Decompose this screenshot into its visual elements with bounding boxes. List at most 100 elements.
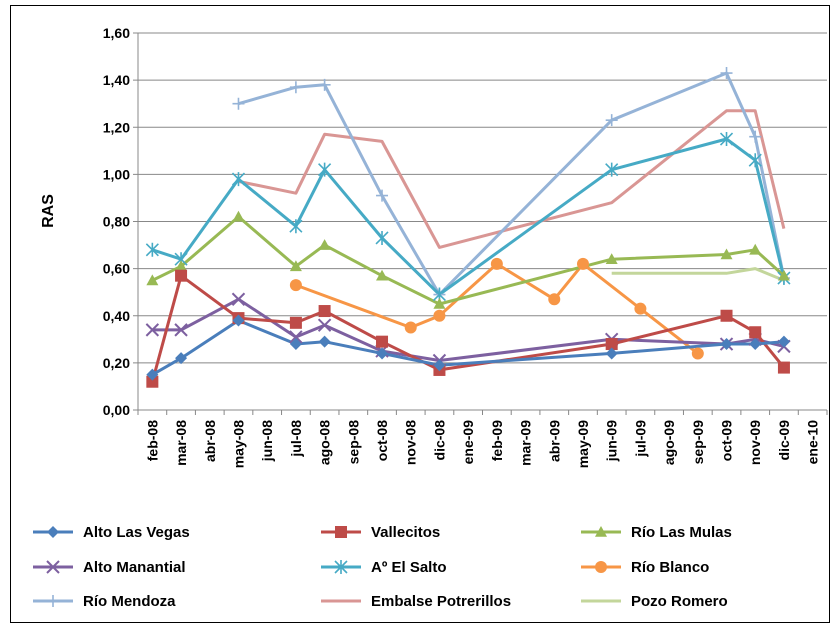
series-marker (231, 292, 246, 306)
series-marker (146, 368, 159, 381)
legend-entry: Alto Las Vegas (33, 524, 190, 541)
series-marker (749, 130, 762, 143)
series-marker (605, 253, 618, 264)
legend-label: Pozo Romero (631, 593, 728, 610)
x-tick-label: nov-08 (403, 420, 419, 465)
chart-frame: 0,00 0,20 0,40 0,60 0,80 1,00 1,20 1,40 1,60 feb-… (10, 5, 830, 623)
x-tick-label: feb-09 (489, 420, 505, 461)
x-tick-label: sep-09 (690, 420, 706, 465)
series-marker (289, 338, 302, 351)
legend-entry: Aº El Salto (321, 559, 447, 576)
x-tick-label: may-09 (575, 420, 591, 468)
series-marker (748, 153, 762, 168)
series-marker (318, 335, 331, 348)
y-tick-label: 0,60 (103, 261, 130, 277)
series-marker (605, 338, 618, 351)
series-markers (145, 67, 791, 388)
legend-label: Alto Manantial (83, 559, 186, 576)
series-marker (334, 560, 348, 574)
series-marker (289, 330, 303, 344)
x-tick-label: abr-08 (202, 420, 218, 462)
series-line (152, 297, 785, 362)
series-marker (576, 257, 589, 270)
x-tick-label: mar-09 (518, 420, 534, 466)
series-marker (719, 132, 734, 147)
x-tick-label: sep-08 (345, 420, 361, 465)
x-tick-label: oct-08 (374, 420, 390, 461)
series-marker (232, 210, 245, 222)
gridlines (138, 32, 827, 364)
x-tick-label: jul-08 (288, 420, 304, 458)
series-marker (720, 67, 733, 80)
legend-entry: Pozo Romero (581, 593, 728, 610)
series-marker (47, 526, 59, 538)
series-marker (548, 293, 561, 306)
series-marker (376, 189, 389, 202)
series-marker (335, 526, 347, 538)
series-lines (150, 71, 786, 383)
series-line (151, 137, 786, 296)
series-marker (46, 560, 60, 574)
series-marker (605, 114, 618, 127)
x-tick-label: ene-09 (460, 420, 476, 465)
legend-label: Embalse Potrerillos (371, 593, 511, 610)
series-marker (691, 347, 704, 360)
series-marker (404, 321, 417, 334)
y-tick-label: 0,00 (103, 402, 130, 418)
y-tick-label: 1,40 (103, 72, 130, 88)
series-marker (433, 359, 446, 372)
x-tick-label: jun-09 (604, 420, 620, 462)
x-tick-label: ago-08 (317, 420, 333, 465)
series-marker (231, 172, 246, 187)
series-marker (232, 97, 245, 110)
series-marker (289, 219, 303, 234)
series-marker (375, 230, 389, 245)
x-tick-label: ene-10 (805, 420, 821, 465)
legend-entry: Vallecitos (321, 524, 440, 541)
legend-label: Alto Las Vegas (83, 524, 190, 541)
series-marker (595, 561, 607, 573)
legend-entry: Alto Manantial (33, 559, 186, 576)
series-line (238, 71, 786, 296)
legend-entry: Embalse Potrerillos (321, 593, 511, 610)
series-marker (376, 269, 389, 281)
legend-label: Aº El Salto (371, 559, 447, 576)
legend-entry: Río Mendoza (33, 593, 176, 610)
x-tick-label: feb-08 (144, 420, 160, 461)
series-marker (318, 239, 331, 250)
legend-label: Río Mendoza (83, 593, 176, 610)
series-marker (490, 257, 503, 270)
series-marker (175, 260, 188, 272)
series-marker (749, 243, 762, 255)
series-marker (232, 314, 245, 327)
legend-label: Río Blanco (631, 559, 709, 576)
x-tick-label: mar-08 (173, 420, 189, 466)
series-marker (634, 302, 647, 315)
series-marker (146, 375, 159, 388)
series-marker (376, 347, 389, 360)
series-marker (777, 361, 790, 374)
series-marker (317, 318, 332, 332)
series-marker (433, 309, 446, 322)
x-tick-label: dic-08 (431, 420, 447, 461)
series-marker (146, 274, 159, 286)
legend-label: Río Las Mulas (631, 524, 732, 541)
series-marker (175, 352, 188, 365)
series-marker (376, 335, 389, 348)
series-marker (720, 248, 733, 260)
x-tick-label: may-08 (230, 420, 246, 468)
series-marker (289, 260, 302, 272)
x-tick-label: ago-09 (661, 420, 677, 465)
series-line (611, 267, 785, 282)
series-marker (318, 78, 331, 91)
series-marker (749, 338, 762, 351)
series-marker (777, 269, 790, 281)
y-axis-title: RAS (40, 194, 57, 228)
legend-entry: Río Blanco (581, 559, 709, 576)
series-marker (605, 347, 618, 360)
y-tick-label: 1,60 (103, 25, 130, 41)
line-chart: 0,00 0,20 0,40 0,60 0,80 1,00 1,20 1,40 1,60 feb-… (33, 25, 828, 610)
y-tick-label: 1,00 (103, 166, 130, 182)
y-tick-label: 1,20 (103, 119, 130, 135)
series-marker (289, 279, 302, 292)
